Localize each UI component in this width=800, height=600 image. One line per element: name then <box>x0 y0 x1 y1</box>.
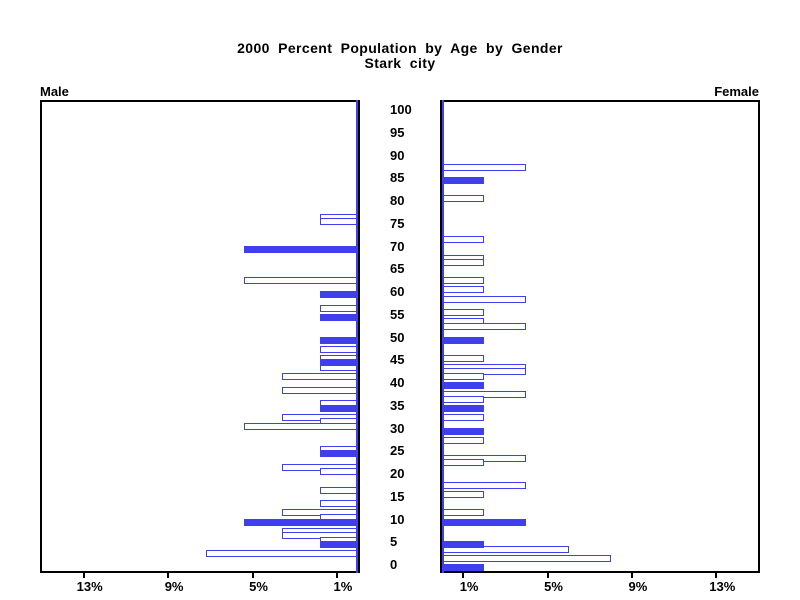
bar-female-age-85 <box>442 177 484 185</box>
bar-female-age-37 <box>442 395 484 403</box>
bar-male-age-60 <box>320 291 358 298</box>
bar-female-age-18 <box>442 482 526 490</box>
bar-female-age-0 <box>442 564 484 571</box>
age-axis-label: 75 <box>390 215 405 231</box>
age-axis-label: 30 <box>390 420 405 436</box>
age-axis-label: 70 <box>390 238 405 254</box>
age-axis-label: 55 <box>390 306 405 322</box>
age-axis-label: 50 <box>390 329 405 345</box>
pct-tick <box>82 573 85 578</box>
bar-female-age-61 <box>442 286 484 294</box>
bar-male-age-35 <box>320 404 358 412</box>
age-axis-label: 0 <box>390 557 398 572</box>
age-axis-label: 45 <box>390 352 405 368</box>
bar-male-age-21 <box>320 468 358 476</box>
bar-female-age-23 <box>442 459 484 467</box>
age-axis-label: 65 <box>390 261 405 277</box>
bar-male-age-63 <box>244 277 358 285</box>
male-panel-label: Male <box>40 84 69 99</box>
bar-female-age-53 <box>442 322 526 330</box>
age-axis-label: 85 <box>390 170 405 186</box>
age-axis-label: 20 <box>390 466 405 481</box>
chart-subtitle: Stark city <box>364 55 436 71</box>
chart-title: 2000 Percent Population by Age by Gender <box>237 40 563 56</box>
bar-male-age-25 <box>320 450 358 458</box>
bar-male-age-57 <box>320 304 358 312</box>
bar-female-age-50 <box>442 336 484 344</box>
pct-tick-label: 5% <box>249 579 268 594</box>
age-axis-label: 35 <box>390 397 405 413</box>
age-axis-label: 15 <box>390 488 405 504</box>
bar-female-age-30 <box>442 427 484 435</box>
bar-female-age-42 <box>442 372 484 380</box>
bar-male-age-42 <box>282 372 358 380</box>
bar-female-age-59 <box>442 295 526 303</box>
pct-tick <box>251 573 254 578</box>
pct-tick <box>715 573 718 578</box>
bar-female-age-2 <box>442 554 611 562</box>
age-axis-label: 25 <box>390 443 405 459</box>
female-zero-axis <box>442 100 444 573</box>
bar-female-age-56 <box>442 309 484 317</box>
bar-female-age-35 <box>442 404 484 412</box>
bar-male-age-14 <box>320 500 358 508</box>
female-panel-label: Female <box>714 84 759 99</box>
bar-male-age-55 <box>320 313 358 321</box>
age-axis-label: 90 <box>390 147 405 163</box>
pct-tick <box>462 573 465 578</box>
pct-tick-label: 13% <box>76 579 103 594</box>
bar-male-age-5 <box>320 541 358 549</box>
pct-tick <box>546 573 549 578</box>
pct-tick-label: 1% <box>459 579 479 594</box>
pct-tick <box>630 573 633 578</box>
bar-female-age-40 <box>442 382 484 389</box>
pct-tick <box>167 573 170 578</box>
bar-female-age-67 <box>442 259 484 267</box>
pct-tick-label: 1% <box>333 579 353 594</box>
bar-male-age-10 <box>244 518 358 526</box>
bar-female-age-33 <box>442 413 484 421</box>
bar-female-age-72 <box>442 236 484 244</box>
bar-female-age-12 <box>442 509 484 517</box>
bar-male-age-17 <box>320 486 358 494</box>
bar-female-age-16 <box>442 491 484 499</box>
pct-tick-label: 9% <box>628 579 648 594</box>
male-panel <box>40 100 360 573</box>
male-zero-axis <box>356 100 358 573</box>
bar-female-age-88 <box>442 163 526 171</box>
age-axis-label: 95 <box>390 124 405 140</box>
bar-female-age-81 <box>442 195 484 203</box>
bar-male-age-76 <box>320 218 358 226</box>
age-axis-label: 100 <box>390 102 412 117</box>
bar-female-age-28 <box>442 436 484 444</box>
pct-tick-label: 13% <box>709 579 736 594</box>
bar-male-age-3 <box>206 550 358 558</box>
bar-male-age-39 <box>282 386 358 394</box>
pct-tick-label: 5% <box>544 579 563 594</box>
age-axis-label: 5 <box>390 534 398 550</box>
bar-male-age-31 <box>244 422 358 430</box>
bar-female-age-5 <box>442 541 484 549</box>
bar-female-age-46 <box>442 354 484 362</box>
age-axis-label: 10 <box>390 511 405 527</box>
age-axis-label: 80 <box>390 193 405 208</box>
bar-male-age-48 <box>320 345 358 353</box>
pct-tick <box>335 573 338 578</box>
bar-female-age-10 <box>442 518 526 526</box>
age-axis-label: 60 <box>390 284 405 299</box>
bar-male-age-45 <box>320 359 358 367</box>
age-axis-label: 40 <box>390 375 405 390</box>
bar-male-age-50 <box>320 336 358 344</box>
bar-female-age-63 <box>442 277 484 285</box>
female-panel <box>440 100 760 573</box>
bar-male-age-70 <box>244 245 358 253</box>
pct-tick-label: 9% <box>164 579 184 594</box>
